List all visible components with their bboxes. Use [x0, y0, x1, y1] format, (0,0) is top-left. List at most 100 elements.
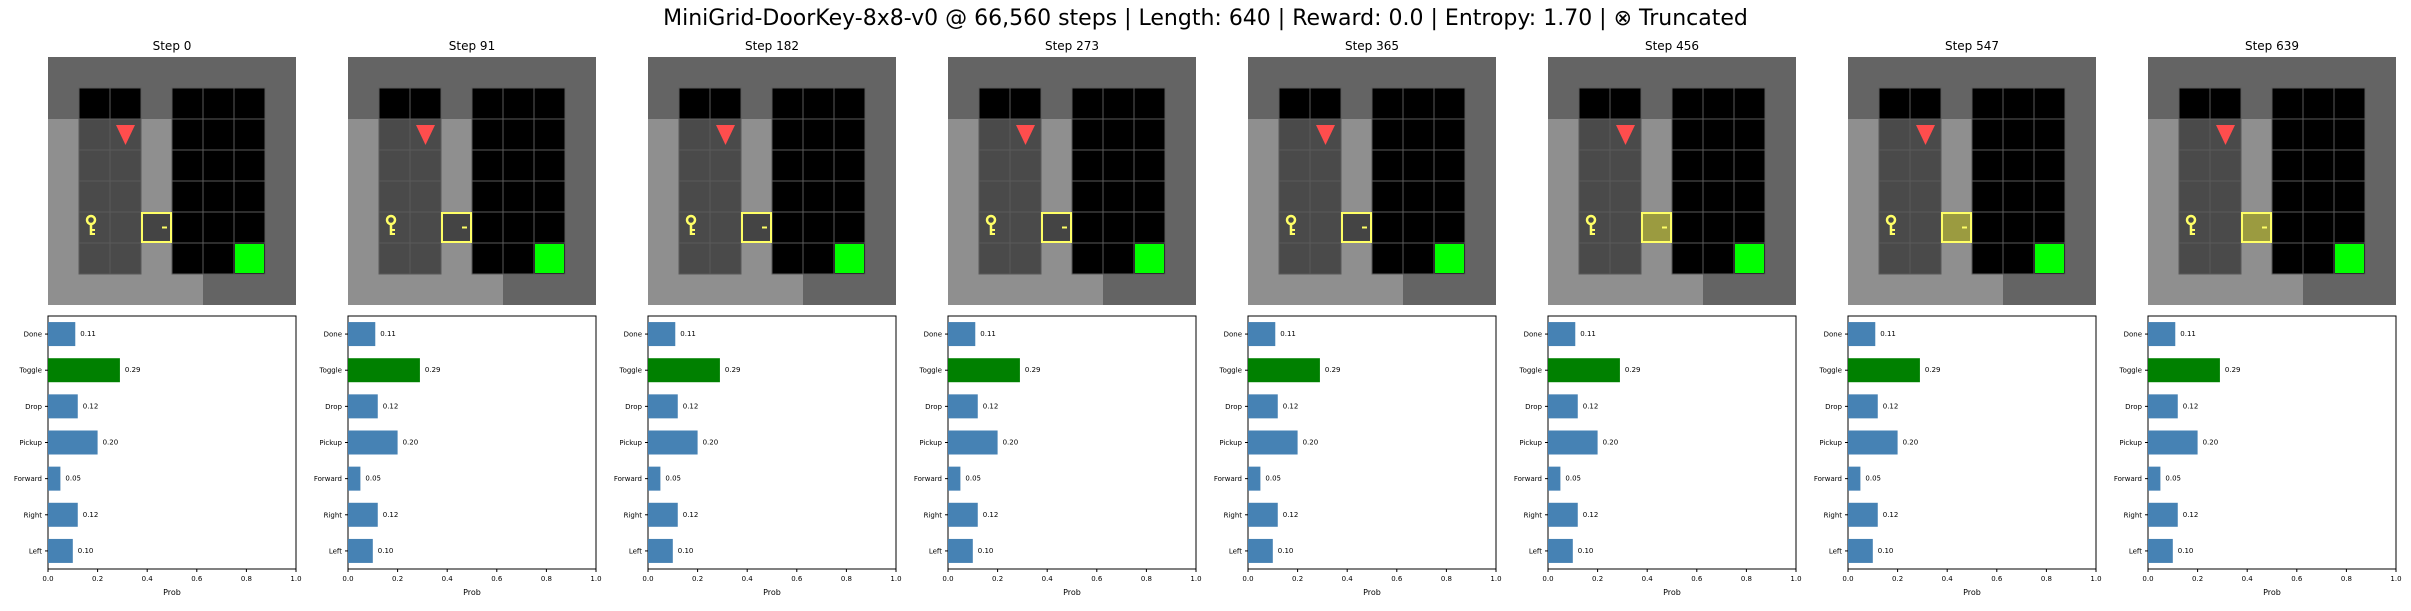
x-tick-label: 0.6: [1991, 575, 2003, 583]
floor-cell: [771, 87, 804, 120]
floor-cell: [78, 87, 111, 120]
key-icon: [2185, 214, 2197, 235]
y-tick-label: Toggle: [318, 367, 342, 375]
floor-cell: [1402, 149, 1435, 182]
floor-cell: [1278, 149, 1311, 182]
bar-value-label: 0.29: [2225, 366, 2241, 374]
floor-cell: [1309, 87, 1342, 120]
goal-square: [835, 244, 864, 273]
y-tick-label: Right: [924, 511, 943, 519]
floor-cell: [502, 180, 535, 213]
bar-done: [48, 322, 76, 347]
floor-cell: [2271, 242, 2304, 275]
y-tick-label: Right: [1824, 511, 1843, 519]
goal-square: [1135, 244, 1164, 273]
floor-cell: [1133, 180, 1166, 213]
x-tick-label: 0.0: [1542, 575, 1553, 583]
floor-cell: [78, 180, 111, 213]
floor-cell: [709, 149, 742, 182]
x-tick-label: 0.4: [1342, 575, 1354, 583]
goal-square: [1735, 244, 1764, 273]
x-tick-label: 1.0: [590, 575, 601, 583]
episode-panel-4: Step 3650.10Left0.12Right0.05Forward0.20…: [1214, 39, 1502, 597]
bar-forward: [348, 466, 361, 491]
floor-cell: [1433, 180, 1466, 213]
floor-cell: [378, 87, 411, 120]
floor-cell: [678, 242, 711, 275]
floor-cell: [802, 242, 835, 275]
floor-cell: [978, 118, 1011, 151]
bar-toggle: [1248, 358, 1320, 383]
x-tick-label: 0.8: [1741, 575, 1752, 583]
floor-cell: [1609, 87, 1642, 120]
x-tick-label: 0.6: [191, 575, 203, 583]
floor-cell: [233, 211, 266, 244]
bar-value-label: 0.12: [683, 402, 699, 410]
floor-cell: [171, 118, 204, 151]
floor-cell: [533, 118, 566, 151]
action-prob-chart: 0.10 Left 0.12 Right 0.05 Forward 0.20 Pickup 0.…: [14, 315, 302, 597]
floor-cell: [378, 180, 411, 213]
y-tick-label: Drop: [1525, 403, 1542, 411]
bar-drop: [1548, 394, 1578, 419]
bar-value-label: 0.20: [2203, 439, 2219, 447]
floor-cell: [1702, 87, 1735, 120]
y-tick-label: Drop: [25, 403, 42, 411]
bar-value-label: 0.12: [1583, 511, 1599, 519]
floor-cell: [1433, 118, 1466, 151]
grid-world: [648, 57, 896, 305]
y-tick-label: Right: [1524, 511, 1543, 519]
bar-value-label: 0.20: [103, 439, 119, 447]
floor-cell: [409, 87, 442, 120]
agent-triangle: [2216, 125, 2235, 145]
floor-cell: [978, 87, 1011, 120]
y-tick-label: Right: [2124, 511, 2143, 519]
bar-value-label: 0.11: [380, 330, 396, 338]
bar-pickup: [1548, 430, 1598, 455]
bar-drop: [48, 394, 78, 419]
y-tick-label: Pickup: [919, 439, 942, 447]
floor-cell: [771, 149, 804, 182]
y-tick-label: Left: [329, 547, 342, 555]
bar-value-label: 0.05: [65, 475, 81, 483]
floor-cell: [709, 211, 742, 244]
floor-cell: [1578, 149, 1611, 182]
bar-value-label: 0.29: [1925, 366, 1941, 374]
floor-cell: [1009, 149, 1042, 182]
floor-cell: [1278, 87, 1311, 120]
floor-cell: [2302, 87, 2335, 120]
floor-cell: [533, 180, 566, 213]
floor-cell: [409, 180, 442, 213]
bar-value-label: 0.05: [1865, 475, 1881, 483]
floor-cell: [1371, 180, 1404, 213]
x-tick-label: 0.8: [1441, 575, 1452, 583]
floor-cell: [1102, 211, 1135, 244]
floor-cell: [202, 242, 235, 275]
grid-world: [48, 57, 296, 305]
floor-cell: [378, 118, 411, 151]
bar-value-label: 0.12: [1883, 402, 1899, 410]
floor-cell: [978, 180, 1011, 213]
floor-cell: [2209, 87, 2242, 120]
y-tick-label: Done: [2124, 331, 2142, 339]
floor-cell: [171, 149, 204, 182]
x-axis-label: Prob: [1063, 588, 1081, 597]
floor-cell: [1878, 149, 1911, 182]
bar-value-label: 0.11: [680, 330, 696, 338]
x-tick-label: 0.0: [1242, 575, 1253, 583]
grid-world: [1848, 57, 2096, 305]
bar-value-label: 0.12: [83, 511, 99, 519]
bar-toggle: [648, 358, 720, 383]
floor-cell: [1733, 180, 1766, 213]
floor-cell: [1433, 149, 1466, 182]
bar-value-label: 0.10: [378, 547, 394, 555]
bar-value-label: 0.12: [2183, 511, 2199, 519]
bar-toggle: [1848, 358, 1920, 383]
x-tick-label: 0.0: [2142, 575, 2153, 583]
floor-cell: [2302, 180, 2335, 213]
floor-cell: [1309, 242, 1342, 275]
floor-cell: [1671, 118, 1704, 151]
y-tick-label: Forward: [1814, 475, 1842, 483]
floor-cell: [202, 87, 235, 120]
bar-value-label: 0.29: [1625, 366, 1641, 374]
